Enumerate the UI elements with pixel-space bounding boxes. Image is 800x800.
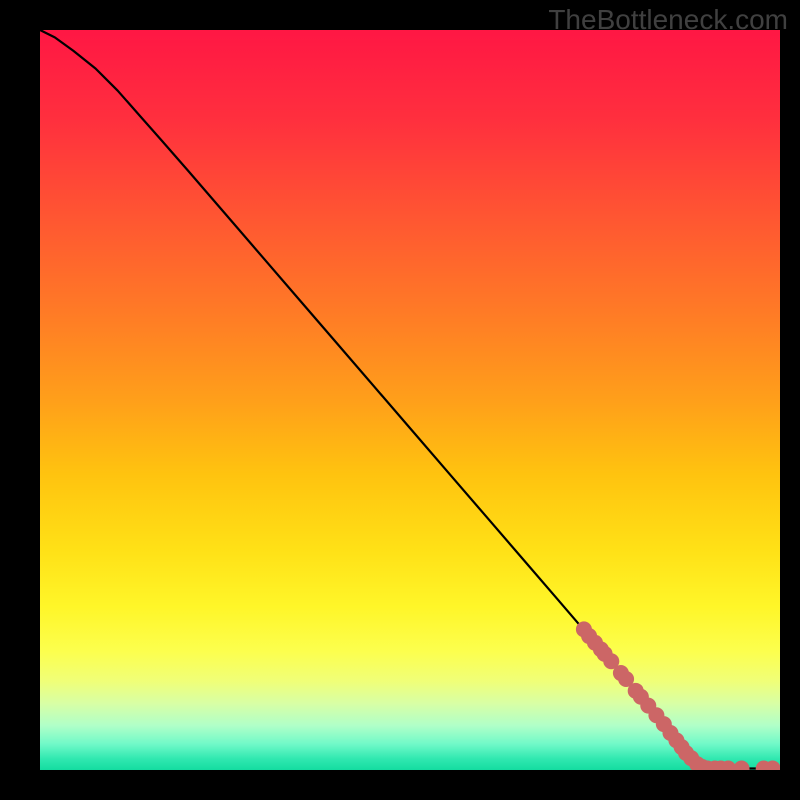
gradient-background [40,30,780,770]
chart-container: TheBottleneck.com [0,0,800,800]
plot-area [40,30,780,770]
plot-svg [40,30,780,770]
